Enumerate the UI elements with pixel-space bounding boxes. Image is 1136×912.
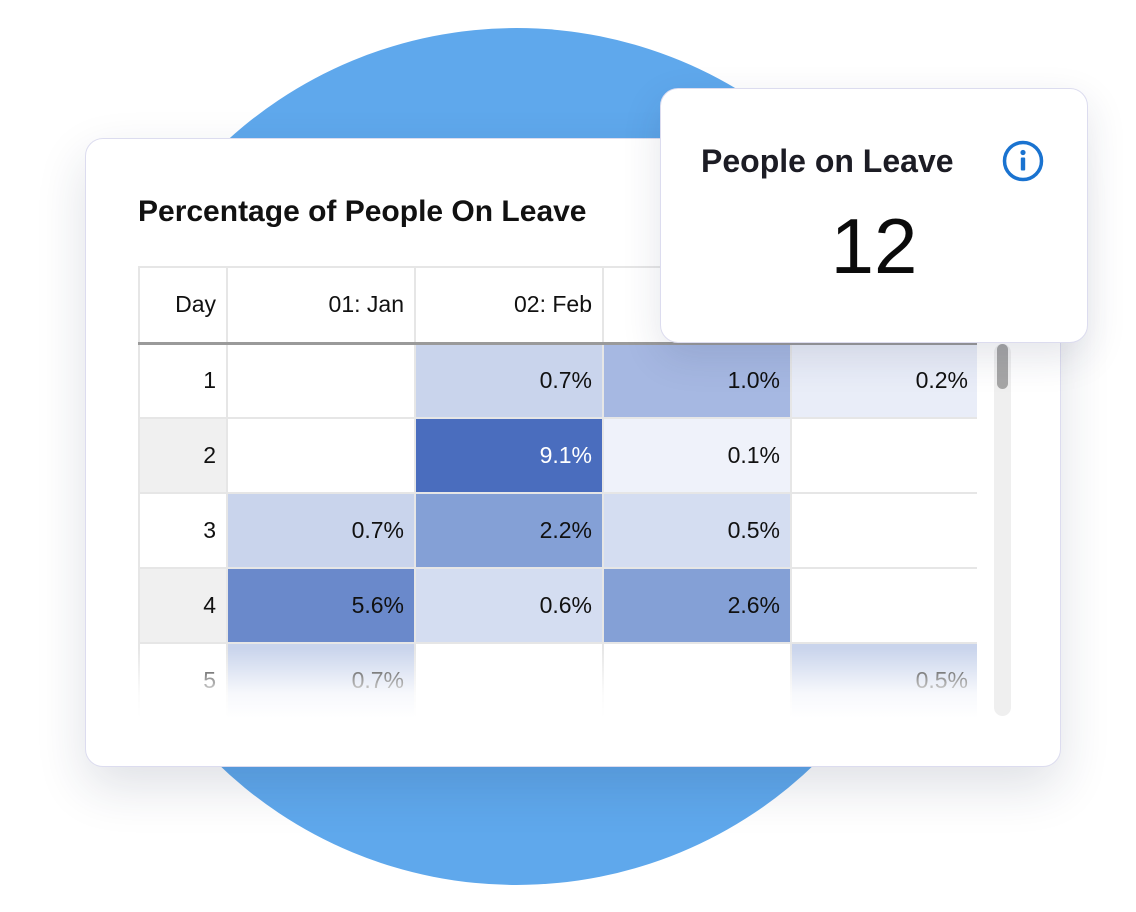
heat-cell: 0.7% [226, 642, 416, 718]
day-cell: 3 [138, 492, 228, 569]
table-row: 1 0.7% 1.0% 0.2% [138, 342, 977, 419]
vertical-scrollbar[interactable] [994, 344, 1011, 716]
heat-cell [226, 342, 416, 419]
heat-cell: 0.1% [602, 417, 792, 494]
day-cell: 4 [138, 567, 228, 644]
heatmap-table-container: Day 01: Jan 02: Feb 1 0.7% 1.0% 0.2% 2 [138, 266, 977, 718]
card-title: Percentage of People On Leave [138, 195, 587, 228]
heat-cell: 0.5% [790, 642, 977, 718]
heat-cell [602, 642, 792, 718]
table-row: 3 0.7% 2.2% 0.5% [138, 492, 977, 569]
heat-cell [226, 417, 416, 494]
heat-cell: 0.7% [226, 492, 416, 569]
table-row: 2 9.1% 0.1% [138, 417, 977, 494]
people-on-leave-card: People on Leave 12 [660, 88, 1088, 343]
heat-cell: 2.2% [414, 492, 604, 569]
heat-cell [790, 492, 977, 569]
heat-cell [790, 417, 977, 494]
heat-cell [414, 642, 604, 718]
heat-cell [790, 567, 977, 644]
kpi-title: People on Leave [701, 143, 954, 179]
column-header-feb[interactable]: 02: Feb [414, 266, 604, 345]
heat-cell: 0.6% [414, 567, 604, 644]
day-cell: 2 [138, 417, 228, 494]
day-cell: 1 [138, 342, 228, 419]
kpi-value: 12 [830, 202, 918, 290]
heat-cell: 0.5% [602, 492, 792, 569]
heat-cell: 1.0% [602, 342, 792, 419]
info-icon[interactable] [1001, 139, 1045, 183]
column-header-day[interactable]: Day [138, 266, 228, 345]
table-row: 4 5.6% 0.6% 2.6% [138, 567, 977, 644]
heat-cell: 9.1% [414, 417, 604, 494]
heat-cell: 5.6% [226, 567, 416, 644]
day-cell: 5 [138, 642, 228, 718]
column-header-jan[interactable]: 01: Jan [226, 266, 416, 345]
heat-cell: 0.7% [414, 342, 604, 419]
scrollbar-thumb[interactable] [997, 344, 1008, 389]
heat-cell: 0.2% [790, 342, 977, 419]
heat-cell: 2.6% [602, 567, 792, 644]
table-row: 5 0.7% 0.5% [138, 642, 977, 718]
